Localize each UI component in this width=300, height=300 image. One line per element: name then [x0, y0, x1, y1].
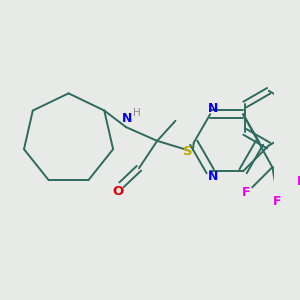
Text: O: O	[112, 184, 124, 198]
Text: F: F	[296, 175, 300, 188]
Text: N: N	[208, 102, 218, 115]
Text: F: F	[273, 194, 281, 208]
Text: H: H	[133, 108, 141, 118]
Text: N: N	[122, 112, 132, 125]
Text: S: S	[184, 145, 193, 158]
Text: N: N	[208, 170, 218, 183]
Text: F: F	[242, 186, 250, 199]
